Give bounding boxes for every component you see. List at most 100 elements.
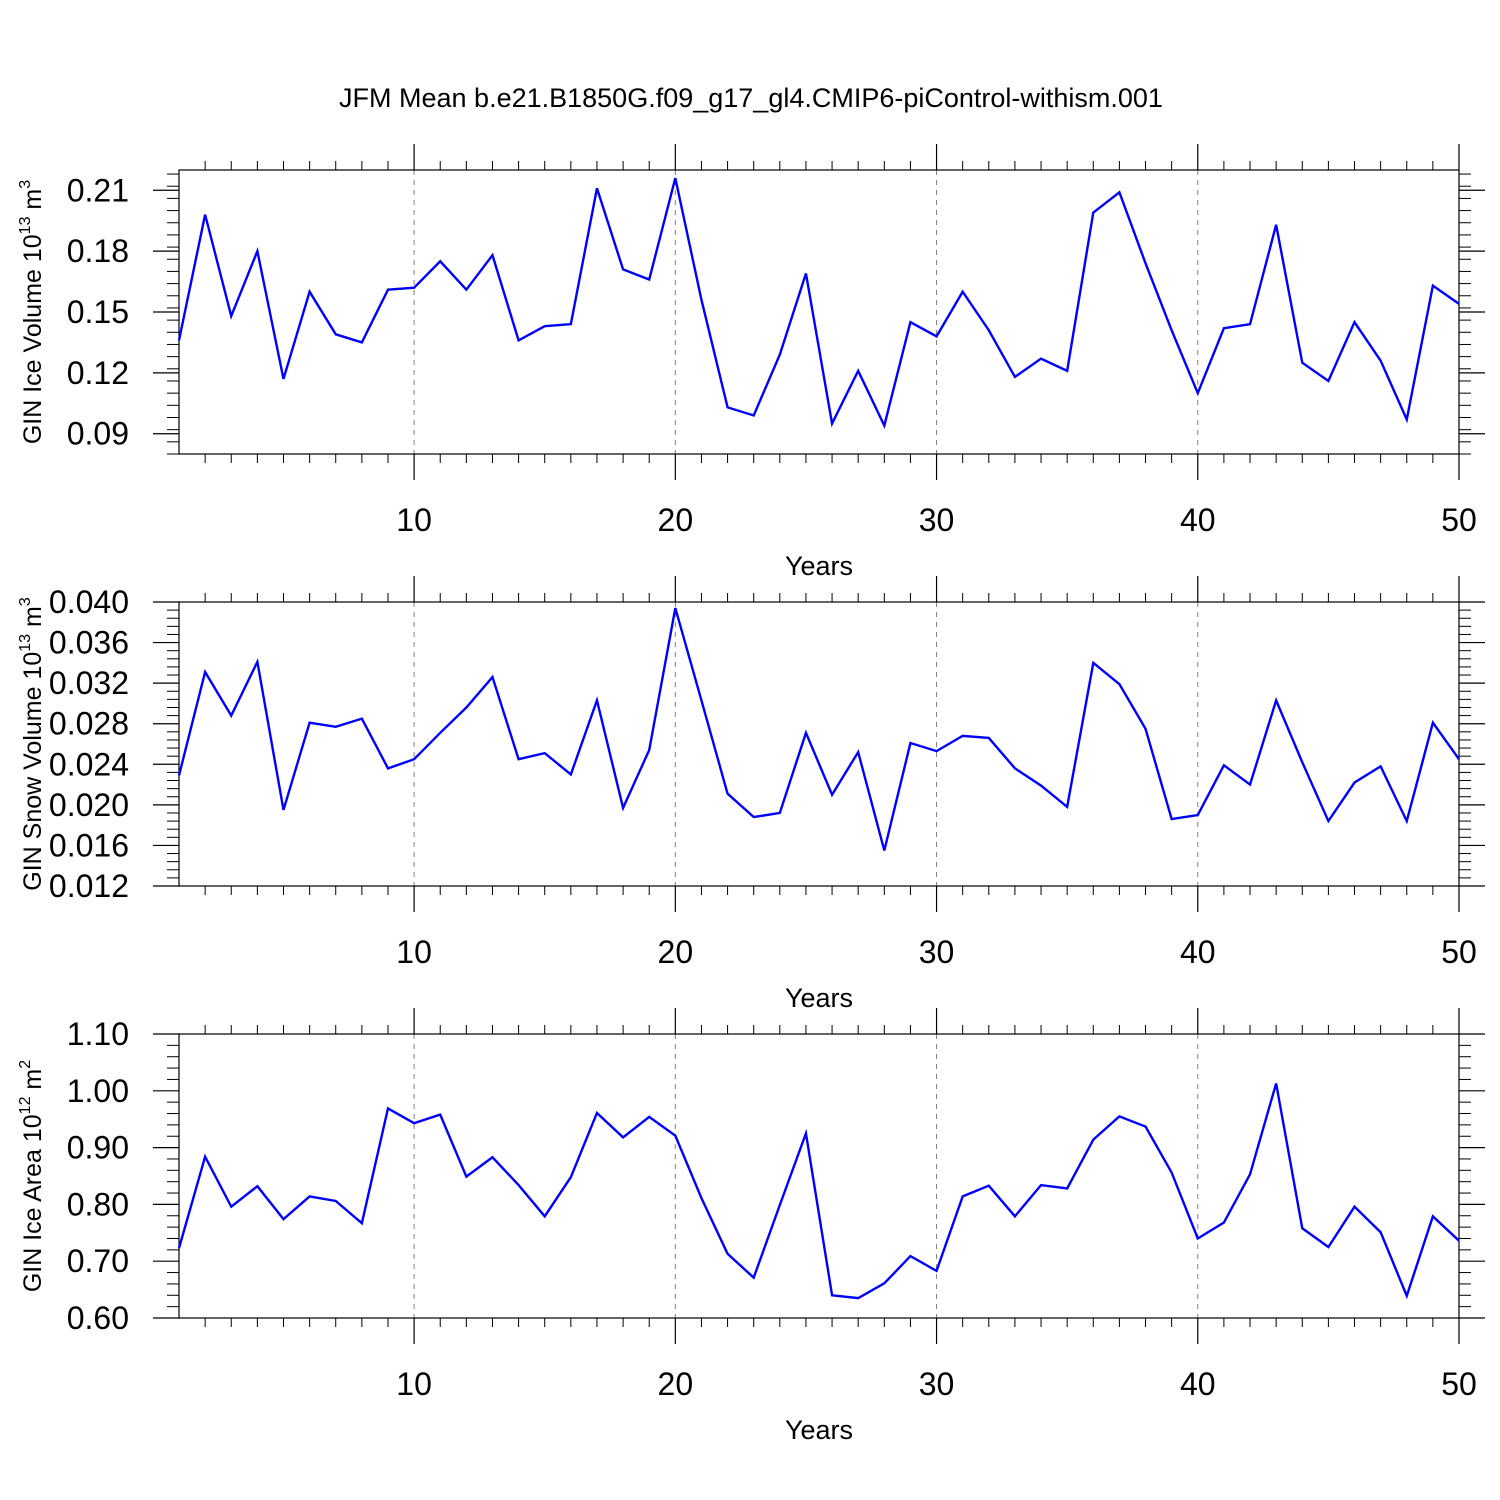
data-point [752, 815, 756, 819]
plot-frame [178, 1033, 1460, 1319]
data-point [804, 731, 808, 735]
data-point [1248, 1172, 1252, 1176]
data-point [1144, 727, 1148, 731]
data-point [464, 1175, 468, 1179]
data-point [1039, 784, 1043, 788]
x-tick-label: 50 [1441, 1366, 1477, 1402]
y-axis-label-unit: m [19, 606, 47, 634]
data-point [935, 1269, 939, 1273]
data-point [1274, 698, 1278, 702]
data-point [699, 298, 703, 302]
data-point [726, 792, 730, 796]
data-point [543, 324, 547, 328]
y-tick-label: 0.21 [67, 172, 129, 208]
data-point [177, 773, 181, 777]
series-line [177, 1083, 1460, 1300]
data-point [1222, 763, 1226, 767]
data-point [726, 1252, 730, 1256]
data-point [935, 334, 939, 338]
data-point [1326, 1245, 1330, 1249]
x-tick-label: 20 [658, 934, 694, 970]
data-point [308, 1194, 312, 1198]
data-point [438, 1113, 442, 1117]
data-point [726, 405, 730, 409]
data-point [830, 793, 834, 797]
x-tick-label: 20 [658, 1366, 694, 1402]
data-point [229, 314, 233, 318]
data-point [778, 811, 782, 815]
data-point [1170, 817, 1174, 821]
y-tick-label: 0.18 [67, 233, 129, 269]
data-point [1013, 766, 1017, 770]
data-point [752, 413, 756, 417]
data-point [334, 332, 338, 336]
data-point [1091, 661, 1095, 665]
x-axis-label: Years [785, 551, 853, 581]
data-point [177, 1246, 181, 1250]
y-axis-label-unit: m [19, 189, 47, 217]
data-point [908, 320, 912, 324]
data-point [386, 288, 390, 292]
y-tick-label: 0.032 [49, 665, 129, 701]
data-point [569, 322, 573, 326]
data-point [1091, 1138, 1095, 1142]
data-point [1013, 1214, 1017, 1218]
y-tick-label: 0.012 [49, 868, 129, 904]
data-point [334, 1199, 338, 1203]
data-point [647, 278, 651, 282]
data-point [308, 721, 312, 725]
data-point [1013, 375, 1017, 379]
y-axis-label-main: GIN Ice Volume 10 [19, 234, 47, 444]
x-tick-label: 40 [1180, 502, 1216, 538]
y-axis-label-unit-exponent: 3 [17, 180, 34, 189]
data-point [673, 176, 677, 180]
y-tick-label: 0.60 [67, 1300, 129, 1336]
x-tick-label: 10 [396, 934, 432, 970]
data-point [203, 213, 207, 217]
data-point [1248, 783, 1252, 787]
data-point [203, 670, 207, 674]
data-point [1196, 1236, 1200, 1240]
data-point [334, 725, 338, 729]
y-axis-label-exponent: 13 [17, 216, 34, 234]
data-point [569, 1175, 573, 1179]
data-point [621, 806, 625, 810]
panels: 10 20 30 40 50 0.09 0.12 0.15 0.18 0.21 Years GIN I… [17, 144, 1485, 1445]
data-point [882, 424, 886, 428]
data-point [1065, 369, 1069, 373]
y-tick-label: 0.70 [67, 1243, 129, 1279]
data-point [673, 606, 677, 610]
data-point [961, 734, 965, 738]
data-point [1353, 320, 1357, 324]
data-point [386, 766, 390, 770]
data-point [1091, 211, 1095, 215]
data-point [1117, 682, 1121, 686]
data-point [203, 1155, 207, 1159]
y-tick-label: 1.10 [67, 1016, 129, 1052]
data-point [830, 422, 834, 426]
data-point [1039, 357, 1043, 361]
data-point [830, 1293, 834, 1297]
data-point [281, 377, 285, 381]
data-point [543, 1214, 547, 1218]
data-point [1405, 418, 1409, 422]
panel-1: 10 20 30 40 50 0.09 0.12 0.15 0.18 0.21 Years GIN I… [17, 144, 1485, 581]
data-point [673, 1134, 677, 1138]
y-axis-label-exponent: 13 [17, 634, 34, 652]
data-point [778, 1203, 782, 1207]
y-tick-label: 0.020 [49, 787, 129, 823]
x-tick-label: 30 [919, 934, 955, 970]
y-tick-label: 0.028 [49, 706, 129, 742]
x-tick-label: 20 [658, 502, 694, 538]
y-tick-label: 0.12 [67, 355, 129, 391]
y-axis-label-main: GIN Ice Area 10 [19, 1114, 47, 1292]
data-point [386, 1106, 390, 1110]
y-tick-label: 0.09 [67, 416, 129, 452]
data-point [1326, 379, 1330, 383]
y-axis-label-main: GIN Snow Volume 10 [19, 652, 47, 891]
data-point [647, 1115, 651, 1119]
data-point [908, 1254, 912, 1258]
data-point [1065, 805, 1069, 809]
data-point [1405, 819, 1409, 823]
data-point [1222, 1221, 1226, 1225]
